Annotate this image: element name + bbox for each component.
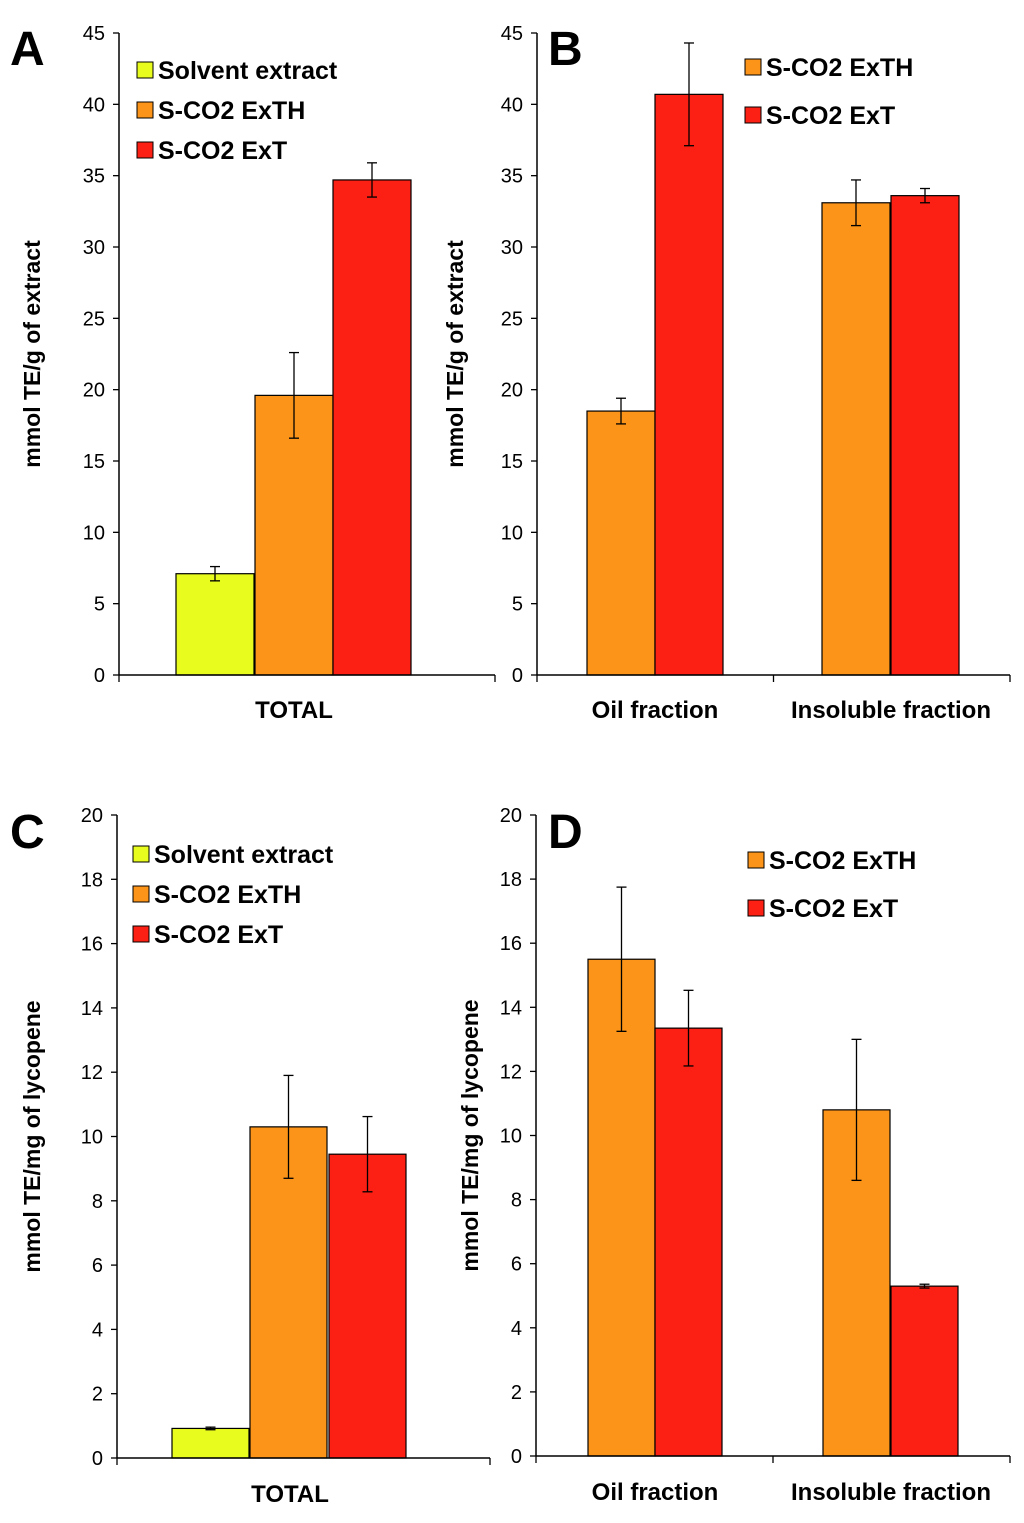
panel-letter: D bbox=[548, 806, 583, 859]
bar bbox=[821, 202, 891, 676]
y-tick-label: 15 bbox=[83, 451, 105, 473]
category-label: Oil fraction bbox=[592, 1479, 719, 1506]
bar bbox=[249, 1126, 328, 1459]
legend-swatch bbox=[747, 899, 765, 917]
legend-label: S-CO2 ExT bbox=[766, 102, 895, 130]
y-tick-label: 10 bbox=[81, 1127, 103, 1149]
legend-swatch bbox=[747, 851, 765, 869]
legend-swatch bbox=[744, 106, 762, 124]
bar bbox=[171, 1427, 250, 1459]
bar bbox=[175, 573, 255, 676]
legend-swatch bbox=[132, 925, 150, 943]
panel-c: C 0 2 4 6 8 10 12 14 16 18 20 TOTAL mmol TE/mg of lyc… bbox=[10, 805, 491, 1508]
legend-swatch bbox=[744, 58, 762, 76]
y-tick-label: 10 bbox=[500, 1126, 522, 1148]
category-label: TOTAL bbox=[251, 1481, 329, 1508]
y-tick-label: 0 bbox=[94, 665, 105, 687]
bar bbox=[254, 394, 334, 676]
y-tick-label: 16 bbox=[500, 933, 522, 955]
y-tick-label: 6 bbox=[92, 1255, 103, 1277]
category-label: TOTAL bbox=[255, 697, 333, 724]
category-label: Insoluble fraction bbox=[791, 697, 991, 724]
y-axis-title: mmol TE/g of extract bbox=[442, 240, 468, 468]
y-tick-label: 4 bbox=[92, 1319, 103, 1341]
y-tick-label: 20 bbox=[501, 380, 523, 402]
bar bbox=[328, 1153, 407, 1459]
y-tick-label: 15 bbox=[501, 451, 523, 473]
y-tick-label: 6 bbox=[511, 1254, 522, 1276]
y-tick-label: 0 bbox=[512, 665, 523, 687]
y-tick-label: 0 bbox=[92, 1448, 103, 1470]
y-tick-label: 12 bbox=[500, 1061, 522, 1083]
legend-label: S-CO2 ExTH bbox=[154, 881, 301, 909]
legend-label: S-CO2 ExTH bbox=[158, 97, 305, 125]
y-tick-label: 2 bbox=[511, 1382, 522, 1404]
legend-swatch bbox=[132, 885, 150, 903]
bar bbox=[654, 93, 724, 676]
legend-label: S-CO2 ExTH bbox=[769, 847, 916, 875]
y-tick-label: 20 bbox=[500, 805, 522, 827]
bar bbox=[654, 1027, 723, 1457]
y-tick-label: 40 bbox=[83, 94, 105, 116]
y-tick-label: 18 bbox=[500, 869, 522, 891]
y-axis-title: mmol TE/mg of lycopene bbox=[19, 1000, 45, 1272]
y-tick-label: 5 bbox=[512, 594, 523, 616]
panel-letter: B bbox=[548, 23, 583, 76]
legend-label: S-CO2 ExT bbox=[769, 895, 898, 923]
legend-label: S-CO2 ExT bbox=[154, 921, 283, 949]
category-label: Oil fraction bbox=[592, 697, 719, 724]
panel-letter: A bbox=[10, 23, 45, 76]
y-tick-label: 4 bbox=[511, 1318, 522, 1340]
y-tick-label: 35 bbox=[501, 166, 523, 188]
panel-b: B 0 5 10 15 20 25 30 35 40 45 Oil fraction Insoluble… bbox=[442, 23, 1011, 724]
y-tick-label: 30 bbox=[501, 237, 523, 259]
legend-swatch bbox=[132, 845, 150, 863]
y-axis-title: mmol TE/g of extract bbox=[19, 240, 45, 468]
y-tick-label: 45 bbox=[501, 23, 523, 45]
y-tick-label: 14 bbox=[81, 998, 103, 1020]
bar bbox=[332, 179, 412, 676]
y-tick-label: 0 bbox=[511, 1446, 522, 1468]
bar bbox=[586, 410, 656, 676]
legend-label: Solvent extract bbox=[154, 841, 334, 869]
y-tick-label: 10 bbox=[501, 522, 523, 544]
bar bbox=[890, 1285, 959, 1457]
legend-label: Solvent extract bbox=[158, 57, 338, 85]
y-tick-label: 8 bbox=[511, 1190, 522, 1212]
panel-d: D 0 2 4 6 8 10 12 14 16 18 20 Oil fraction Insoluble … bbox=[457, 805, 1011, 1506]
y-tick-label: 12 bbox=[81, 1062, 103, 1084]
y-tick-label: 40 bbox=[501, 94, 523, 116]
y-tick-label: 45 bbox=[83, 23, 105, 45]
legend-swatch bbox=[136, 101, 154, 119]
category-label: Insoluble fraction bbox=[791, 1479, 991, 1506]
legend-swatch bbox=[136, 141, 154, 159]
y-tick-label: 2 bbox=[92, 1384, 103, 1406]
y-tick-label: 35 bbox=[83, 166, 105, 188]
y-tick-label: 16 bbox=[81, 934, 103, 956]
bar bbox=[890, 195, 960, 676]
legend-swatch bbox=[136, 61, 154, 79]
y-tick-label: 20 bbox=[83, 380, 105, 402]
y-tick-label: 18 bbox=[81, 869, 103, 891]
y-tick-label: 14 bbox=[500, 997, 522, 1019]
y-tick-label: 25 bbox=[83, 308, 105, 330]
legend-label: S-CO2 ExTH bbox=[766, 54, 913, 82]
y-tick-label: 8 bbox=[92, 1191, 103, 1213]
panel-letter: C bbox=[10, 806, 45, 859]
y-tick-label: 20 bbox=[81, 805, 103, 827]
panel-a: A 0 5 10 15 20 25 30 35 40 45 TOTAL mmol TE/g of ext… bbox=[10, 23, 496, 724]
y-tick-label: 30 bbox=[83, 237, 105, 259]
bar bbox=[587, 958, 656, 1457]
legend-label: S-CO2 ExT bbox=[158, 137, 287, 165]
y-axis-title: mmol TE/mg of lycopene bbox=[457, 999, 483, 1271]
y-tick-label: 25 bbox=[501, 308, 523, 330]
y-tick-label: 5 bbox=[94, 594, 105, 616]
y-tick-label: 10 bbox=[83, 522, 105, 544]
